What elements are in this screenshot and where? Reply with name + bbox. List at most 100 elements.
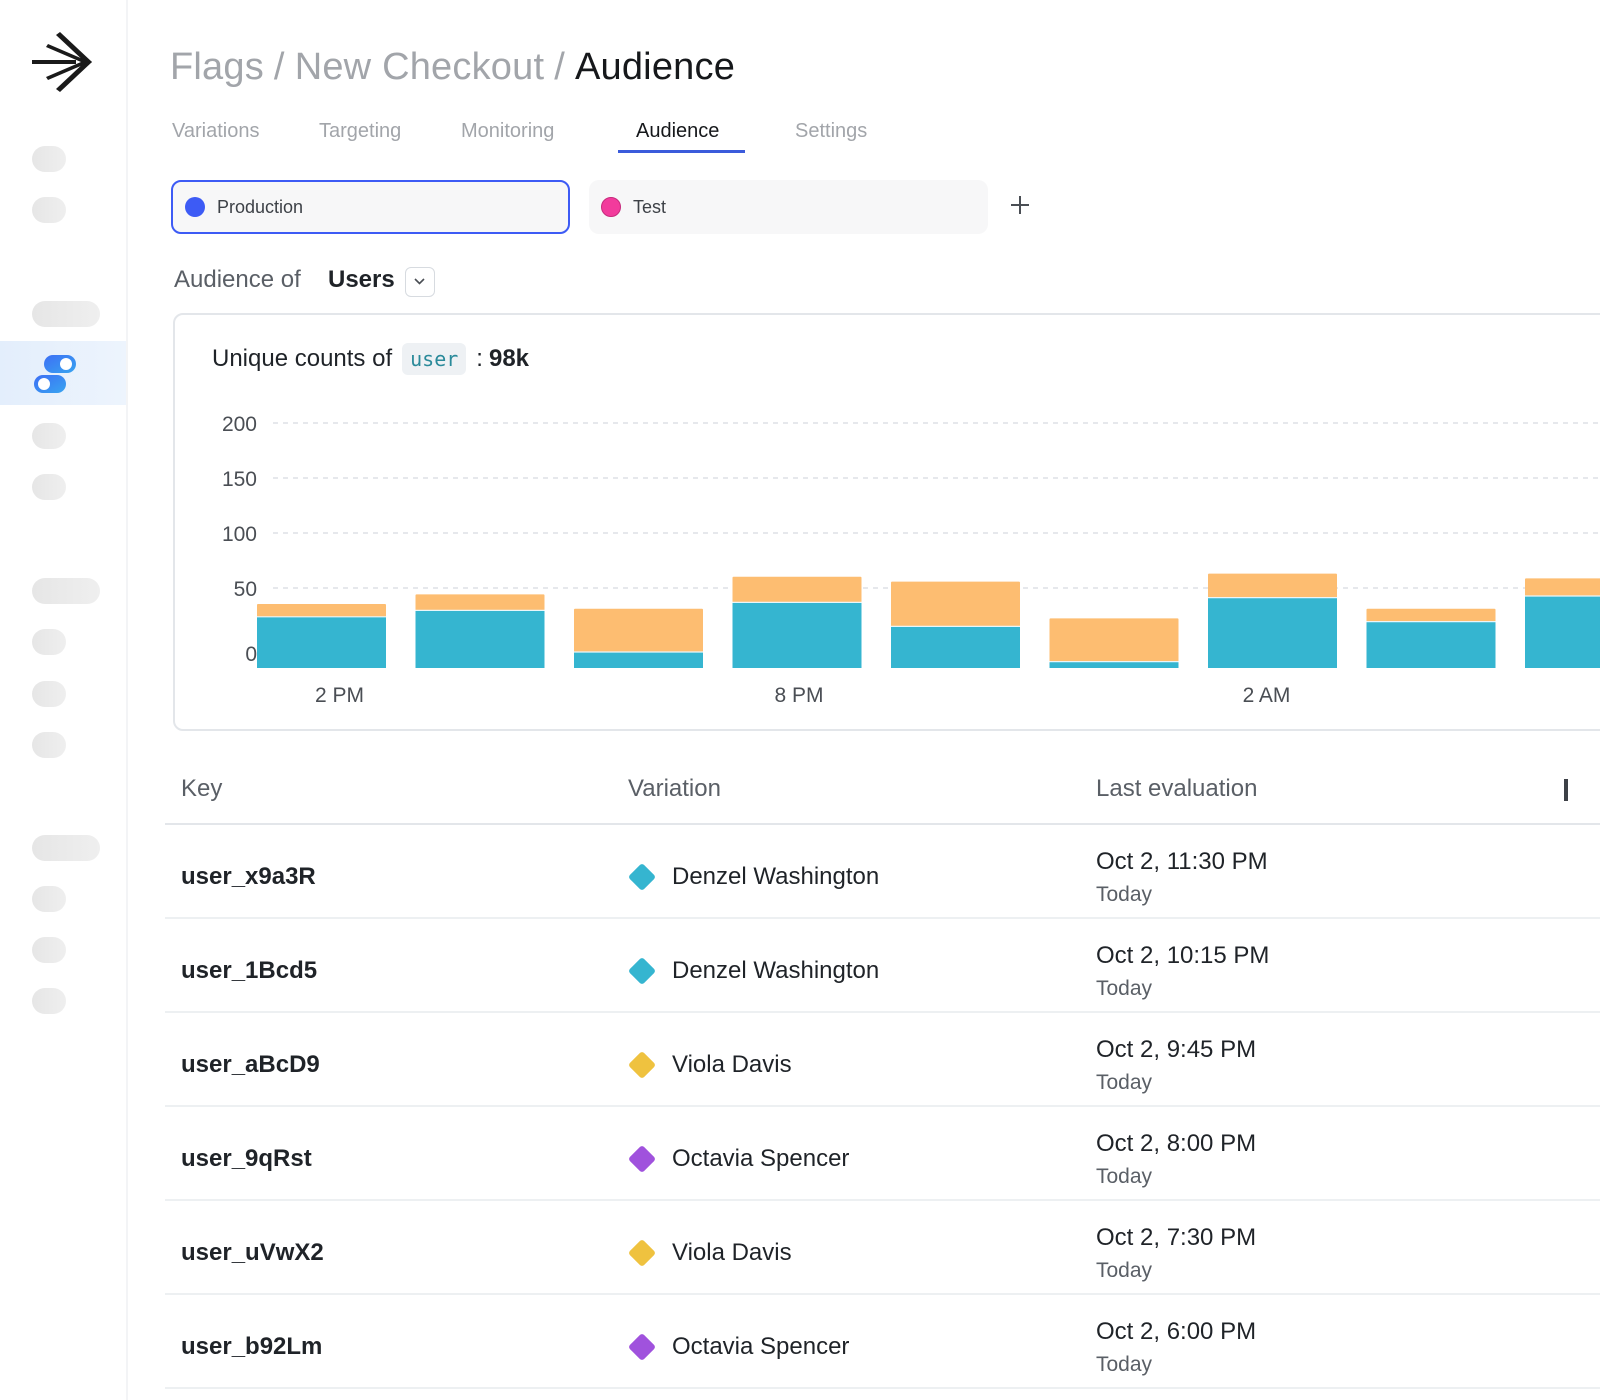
- breadcrumb-separator: /: [273, 46, 285, 88]
- last-evaluation-relative: Today: [1096, 977, 1153, 1000]
- audience-label: Audience of: [174, 266, 301, 293]
- chevron-down-icon: [414, 278, 425, 285]
- column-header-truncated: [1564, 779, 1568, 801]
- table-row[interactable]: user_b92Lm Octavia Spencer Oct 2, 6:00 PM T…: [165, 1295, 1600, 1389]
- breadcrumb-separator: /: [554, 46, 565, 88]
- environment-production[interactable]: Production: [171, 180, 570, 234]
- last-evaluation-time: Oct 2, 8:00 PM: [1096, 1130, 1257, 1157]
- sidebar-item-placeholder[interactable]: [32, 988, 66, 1014]
- tab-targeting[interactable]: Targeting: [319, 120, 402, 142]
- tab-settings[interactable]: Settings: [795, 120, 868, 142]
- table-row[interactable]: user_x9a3R Denzel Washington Oct 2, 11:30 …: [165, 825, 1600, 919]
- logo-icon[interactable]: [30, 30, 96, 94]
- variation-name: Denzel Washington: [672, 957, 880, 984]
- chart-title-prefix: Unique counts of: [212, 345, 393, 372]
- last-evaluation-relative: Today: [1096, 1071, 1153, 1094]
- x-tick-label: 2 PM: [315, 684, 364, 707]
- variation-cell: Octavia Spencer: [627, 1332, 850, 1362]
- tab-variations[interactable]: Variations: [172, 120, 260, 142]
- environment-color-dot: [601, 197, 621, 217]
- y-tick-label: 0: [245, 643, 257, 666]
- user-key[interactable]: user_aBcD9: [181, 1051, 320, 1078]
- variation-diamond-icon: [627, 862, 657, 892]
- table-row[interactable]: user_9qRst Octavia Spencer Oct 2, 8:00 PM T…: [165, 1107, 1600, 1201]
- bar-segment-primary: [1049, 661, 1179, 668]
- bar-segment-primary: [1208, 597, 1337, 668]
- variation-cell: Denzel Washington: [627, 956, 880, 986]
- sidebar-item-placeholder[interactable]: [32, 886, 66, 912]
- column-header-variation[interactable]: Variation: [628, 775, 721, 802]
- breadcrumb-flags[interactable]: Flags: [170, 46, 264, 88]
- user-key[interactable]: user_1Bcd5: [181, 957, 318, 984]
- table-row[interactable]: user_uVwX2 Viola Davis Oct 2, 7:30 PM Today: [165, 1201, 1600, 1295]
- toggle-icon: [34, 355, 76, 393]
- table-row[interactable]: user_aBcD9 Viola Davis Oct 2, 9:45 PM Today: [165, 1013, 1600, 1107]
- column-header-key[interactable]: Key: [181, 775, 223, 802]
- y-tick-label: 150: [222, 468, 257, 491]
- environment-color-dot: [185, 197, 205, 217]
- bar-segment-secondary: [732, 576, 862, 604]
- tab-monitoring[interactable]: Monitoring: [461, 120, 555, 142]
- bar-segment-secondary: [1049, 618, 1179, 663]
- audience-type-dropdown[interactable]: [405, 267, 435, 297]
- user-key[interactable]: user_x9a3R: [181, 863, 316, 890]
- user-key[interactable]: user_9qRst: [181, 1145, 312, 1172]
- bar-segment-secondary: [1208, 573, 1337, 599]
- last-evaluation-time: Oct 2, 7:30 PM: [1096, 1224, 1257, 1251]
- bar-segment-secondary: [1366, 608, 1496, 623]
- table-row[interactable]: user_1Bcd5 Denzel Washington Oct 2, 10:15 …: [165, 919, 1600, 1013]
- variation-name: Viola Davis: [672, 1239, 792, 1266]
- y-tick-label: 200: [222, 413, 257, 436]
- sidebar-item-placeholder[interactable]: [32, 474, 66, 500]
- variation-name: Viola Davis: [672, 1051, 792, 1078]
- bar-segment-primary: [891, 626, 1020, 668]
- chart-title-separator: :: [476, 345, 483, 372]
- sidebar-section-placeholder: [32, 301, 100, 327]
- last-evaluation-time: Oct 2, 10:15 PM: [1096, 942, 1270, 969]
- variation-name: Denzel Washington: [672, 863, 880, 890]
- entity-code-chip: user: [402, 343, 467, 375]
- user-key[interactable]: user_b92Lm: [181, 1333, 323, 1360]
- page-title: Audience: [574, 46, 736, 88]
- bar-segment-secondary: [891, 581, 1020, 628]
- last-evaluation-relative: Today: [1096, 1259, 1153, 1282]
- tab-audience[interactable]: Audience: [636, 120, 720, 142]
- last-evaluation-relative: Today: [1096, 883, 1153, 906]
- y-tick-label: 50: [234, 578, 257, 601]
- sidebar-item-placeholder[interactable]: [32, 681, 66, 707]
- audience-type-value[interactable]: Users: [328, 266, 395, 293]
- variation-diamond-icon: [627, 1238, 657, 1268]
- sidebar-item-placeholder[interactable]: [32, 732, 66, 758]
- bar-segment-secondary: [257, 604, 386, 618]
- variation-diamond-icon: [627, 956, 657, 986]
- bar-segment-secondary: [1525, 578, 1600, 597]
- variation-diamond-icon: [627, 1332, 657, 1362]
- variation-name: Octavia Spencer: [672, 1333, 850, 1360]
- sidebar: [0, 0, 128, 1400]
- variation-cell: Denzel Washington: [627, 862, 880, 892]
- x-tick-label: 2 AM: [1243, 684, 1291, 707]
- sidebar-item-placeholder[interactable]: [32, 146, 66, 172]
- last-evaluation-relative: Today: [1096, 1165, 1153, 1188]
- bar-segment-primary: [732, 602, 862, 668]
- breadcrumb: Flags / New Checkout / Audience: [170, 46, 735, 89]
- environment-test[interactable]: Test: [589, 180, 988, 234]
- last-evaluation-relative: Today: [1096, 1353, 1153, 1376]
- variation-diamond-icon: [627, 1050, 657, 1080]
- sidebar-item-placeholder[interactable]: [32, 197, 66, 223]
- sidebar-item-placeholder[interactable]: [32, 937, 66, 963]
- user-key[interactable]: user_uVwX2: [181, 1239, 324, 1266]
- table-header-divider: [165, 823, 1600, 825]
- last-evaluation-time: Oct 2, 11:30 PM: [1096, 848, 1268, 875]
- sidebar-item-placeholder[interactable]: [32, 423, 66, 449]
- sidebar-item-placeholder[interactable]: [32, 629, 66, 655]
- bar-segment-primary: [415, 610, 545, 668]
- variation-cell: Viola Davis: [627, 1050, 792, 1080]
- plus-icon[interactable]: [1007, 192, 1033, 218]
- x-tick-label: 8 PM: [774, 684, 823, 707]
- variation-diamond-icon: [627, 1144, 657, 1174]
- column-header-last-evaluation[interactable]: Last evaluation: [1096, 775, 1258, 802]
- breadcrumb-new-checkout[interactable]: New Checkout: [294, 46, 545, 88]
- variation-cell: Viola Davis: [627, 1238, 792, 1268]
- bar-segment-primary: [574, 652, 703, 668]
